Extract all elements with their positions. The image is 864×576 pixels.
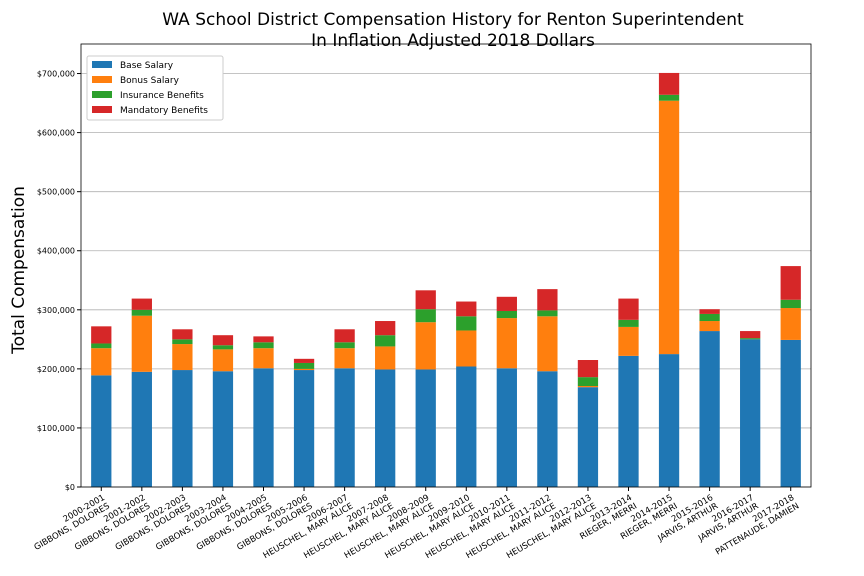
bar-segment bbox=[334, 348, 355, 369]
bar-segment bbox=[293, 370, 315, 487]
bar-segment bbox=[740, 331, 761, 339]
bar-segment bbox=[334, 329, 355, 343]
bar-segment bbox=[172, 329, 193, 340]
legend-swatch bbox=[92, 91, 112, 98]
y-tick-label: $100,000 bbox=[37, 424, 75, 433]
bar-segment bbox=[577, 377, 599, 386]
bar-segment bbox=[537, 310, 558, 317]
bar-segment bbox=[172, 339, 193, 345]
bar-segment bbox=[91, 326, 112, 344]
bar-segment bbox=[293, 368, 315, 371]
y-tick-label: $0 bbox=[65, 483, 75, 492]
bar-segment bbox=[415, 290, 436, 310]
bar-segment bbox=[456, 366, 477, 487]
y-tick-label: $500,000 bbox=[37, 188, 75, 197]
bar-segment bbox=[212, 335, 234, 346]
y-axis-label: Total Compensation bbox=[9, 186, 29, 355]
bar-segment bbox=[415, 369, 436, 487]
bar-segment bbox=[212, 345, 234, 350]
y-tick-label: $300,000 bbox=[37, 306, 75, 315]
bar-segment bbox=[780, 266, 801, 300]
legend-label: Mandatory Benefits bbox=[120, 106, 208, 116]
bar-segment bbox=[456, 316, 477, 331]
bar-segment bbox=[253, 368, 274, 487]
bar-segment bbox=[91, 348, 112, 376]
bar-segment bbox=[658, 72, 680, 95]
bar-segment bbox=[496, 310, 517, 319]
bar-segment bbox=[618, 326, 639, 356]
bar-segment bbox=[253, 348, 274, 369]
y-tick-label: $700,000 bbox=[37, 70, 75, 79]
bar-segment bbox=[415, 309, 436, 323]
bar-segment bbox=[577, 360, 599, 378]
y-tick-label: $200,000 bbox=[37, 365, 75, 374]
bar-segment bbox=[334, 342, 355, 349]
bar-segment bbox=[293, 358, 315, 363]
chart-subtitle: In Inflation Adjusted 2018 Dollars bbox=[311, 31, 595, 51]
bar-segment bbox=[740, 339, 761, 487]
bar-segment bbox=[131, 298, 152, 310]
bar-segment bbox=[415, 322, 436, 370]
plot-frame bbox=[80, 43, 812, 488]
bar-segment bbox=[172, 344, 193, 371]
legend-label: Base Salary bbox=[120, 61, 174, 71]
bar-segment bbox=[131, 371, 152, 487]
bar-segment bbox=[172, 370, 193, 487]
bar-segment bbox=[131, 315, 152, 372]
bar-segment bbox=[537, 289, 558, 311]
bar-segment bbox=[618, 355, 639, 487]
bar-segment bbox=[699, 321, 720, 332]
bar-segment bbox=[456, 330, 477, 367]
bar-segment bbox=[253, 342, 274, 349]
bar-segment bbox=[253, 336, 274, 343]
bar-segment bbox=[577, 387, 599, 487]
y-tick-label: $600,000 bbox=[37, 129, 75, 138]
y-tick-label: $400,000 bbox=[37, 247, 75, 256]
legend: Base Salary Bonus Salary Insurance Benefit… bbox=[86, 55, 224, 121]
bar-segment bbox=[212, 349, 234, 372]
legend-swatch bbox=[92, 106, 112, 113]
bar-segment bbox=[91, 375, 112, 487]
bar-segment bbox=[375, 321, 396, 336]
bar-segment bbox=[496, 318, 517, 369]
bar-segment bbox=[780, 339, 801, 487]
legend-box bbox=[86, 55, 224, 121]
bar-segment bbox=[780, 308, 801, 340]
bar-segment bbox=[456, 301, 477, 317]
bar-segment bbox=[131, 309, 152, 316]
bar-segment bbox=[375, 369, 396, 487]
bar-segment bbox=[740, 338, 761, 340]
legend-swatch bbox=[92, 76, 112, 83]
bar-segment bbox=[375, 335, 396, 347]
legend-label: Bonus Salary bbox=[120, 76, 180, 86]
bar-segment bbox=[375, 346, 396, 370]
bar-segment bbox=[699, 313, 720, 322]
chart-title: WA School District Compensation History … bbox=[162, 10, 744, 30]
bar-segment bbox=[496, 296, 517, 311]
bar-segment bbox=[293, 362, 315, 369]
bar-segment bbox=[699, 331, 720, 487]
bar-segment bbox=[577, 385, 599, 388]
bar-segment bbox=[658, 94, 680, 101]
bar-segment bbox=[496, 368, 517, 487]
bar-segment bbox=[334, 368, 355, 487]
bar-segment bbox=[699, 309, 720, 314]
bar-segment bbox=[91, 343, 112, 349]
bar-segment bbox=[780, 299, 801, 309]
legend-swatch bbox=[92, 61, 112, 68]
bar-segment bbox=[658, 100, 680, 355]
bar-segment bbox=[537, 371, 558, 487]
legend-label: Insurance Benefits bbox=[120, 91, 204, 101]
bar-segment bbox=[618, 298, 639, 320]
bar-segment bbox=[212, 371, 234, 487]
bar-segment bbox=[618, 319, 639, 327]
bar-segment bbox=[537, 316, 558, 372]
bar-segment bbox=[658, 354, 680, 487]
